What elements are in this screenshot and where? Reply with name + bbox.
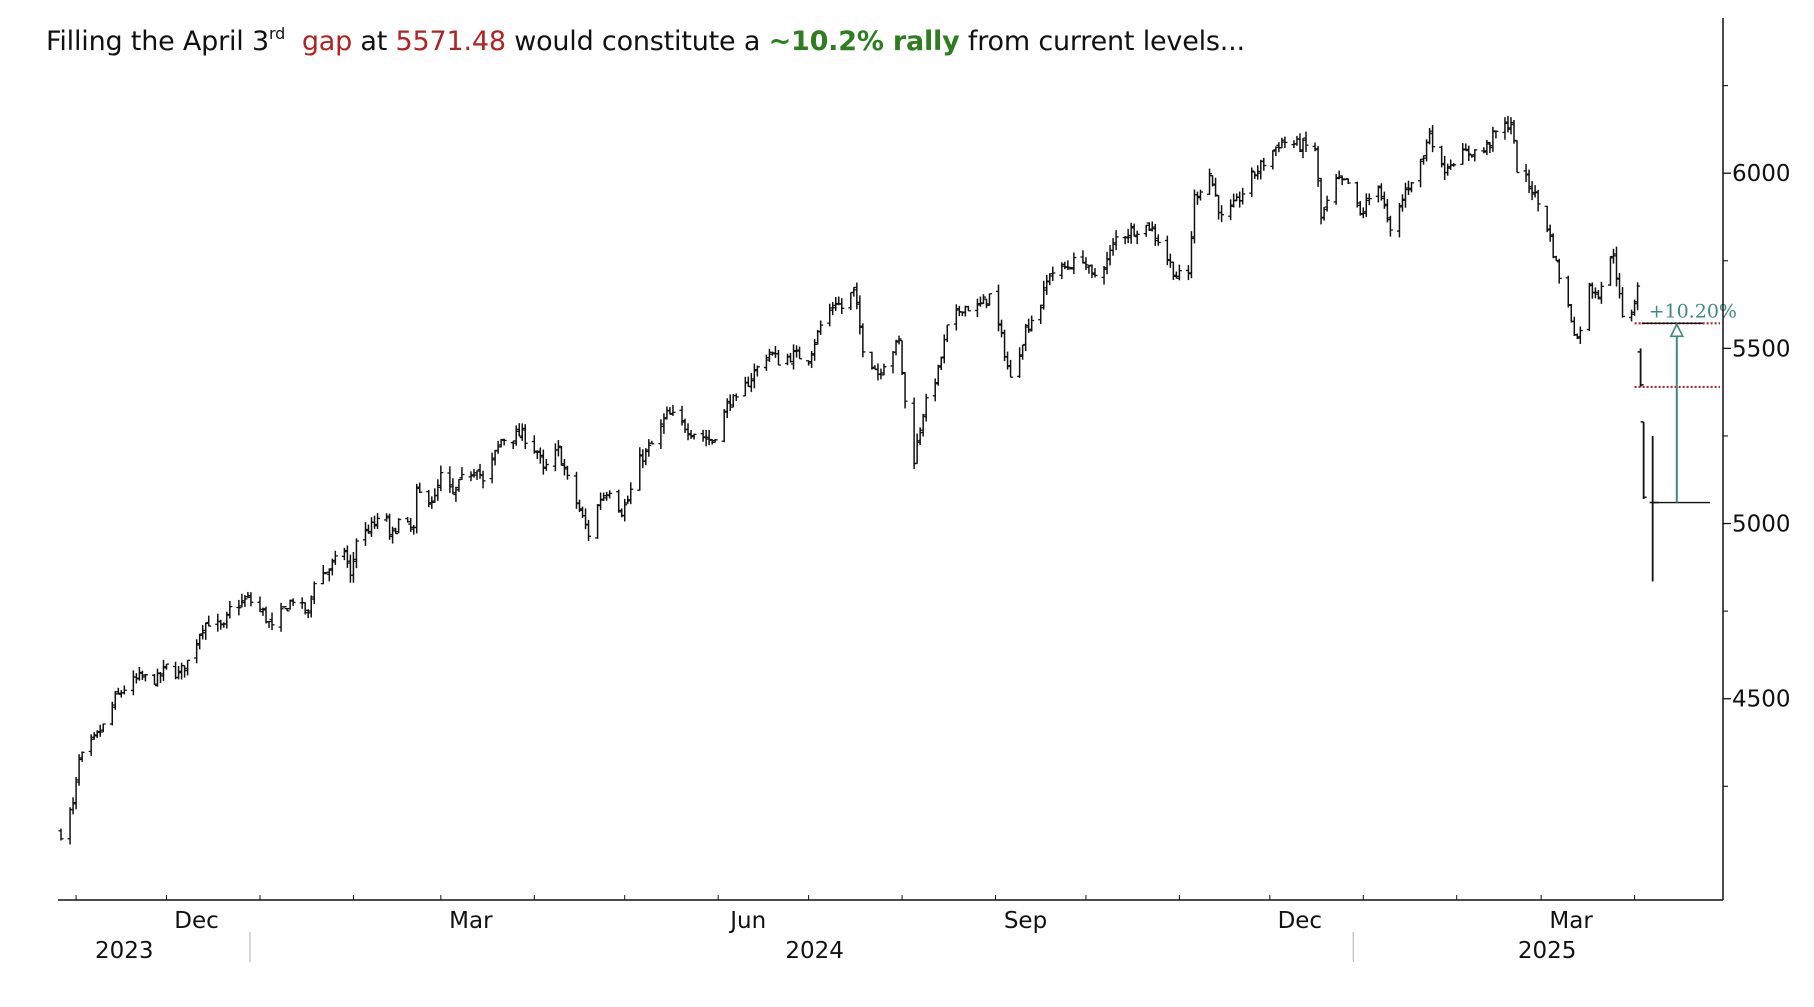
title-part-3: would constitute a [505, 26, 769, 57]
y-tick-label: 5000 [1732, 512, 1791, 538]
x-month-label: Dec [174, 908, 219, 934]
price-bars [58, 115, 1659, 845]
x-month-label: Dec [1278, 908, 1323, 934]
x-year-label: 2025 [1518, 938, 1577, 964]
x-month-label: Sep [1004, 908, 1047, 934]
title-part-1: Filling the April 3 [46, 26, 269, 57]
chart-axes: 4500 5000 5500 6000 Dec Mar Jun Sep Dec Mar 2023 20… [58, 18, 1791, 964]
title-part-2: at [352, 26, 396, 57]
gap-annotations: +10.20% [1634, 300, 1737, 504]
y-tick-label: 5500 [1732, 336, 1791, 362]
x-year-label: 2024 [785, 938, 844, 964]
x-year-label: 2023 [95, 938, 154, 964]
title-part-4: from current levels... [959, 26, 1245, 57]
rally-percent-label: +10.20% [1649, 300, 1737, 322]
title-gap-value: 5571.48 [395, 26, 506, 57]
title-rally: ~10.2% rally [768, 26, 960, 57]
x-month-label: Mar [1549, 908, 1593, 934]
title-superscript: rd [268, 24, 286, 43]
y-tick-label: 6000 [1732, 161, 1791, 187]
rally-arrow-head [1669, 322, 1685, 338]
chart-title: Filling the April 3rd gap at 5571.48 wou… [46, 24, 1245, 57]
title-gap-word: gap [301, 26, 353, 57]
y-tick-label: 4500 [1732, 687, 1791, 713]
x-month-label: Mar [449, 908, 493, 934]
x-month-label: Jun [728, 908, 766, 934]
